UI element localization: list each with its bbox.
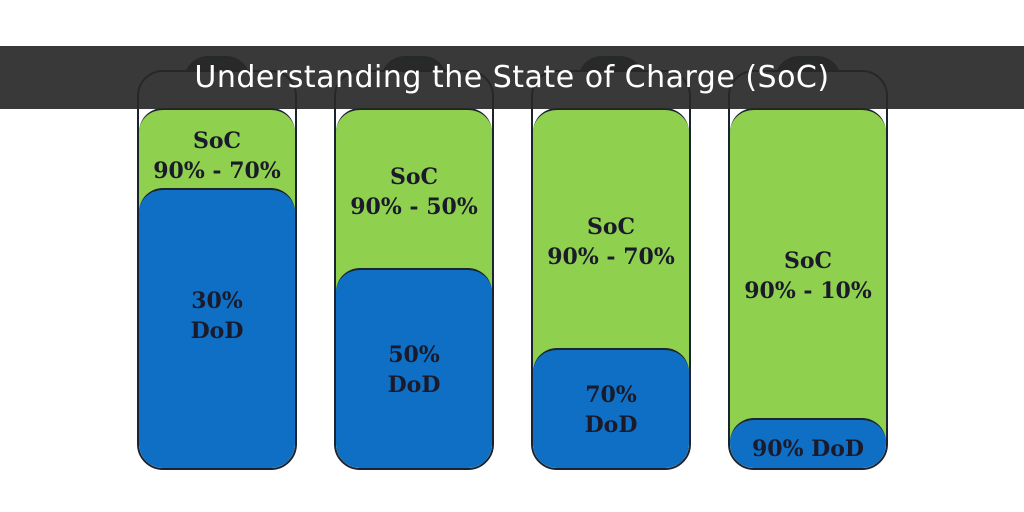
battery-shell: SoC 90% - 70% 70% DoD (531, 70, 691, 470)
page-title: Understanding the State of Charge (SoC) (194, 60, 830, 95)
battery-shell: SoC 90% - 70% 30% DoD (137, 70, 297, 470)
soc-range: 90% - 70% (547, 244, 675, 270)
soc-text: SoC 90% - 70% (533, 212, 689, 272)
soc-fill (730, 108, 886, 468)
dod-fill (139, 188, 295, 468)
battery-2: SoC 90% - 50% 50% DoD (334, 56, 494, 470)
soc-label: SoC (586, 214, 636, 240)
soc-range: 90% - 10% (744, 278, 872, 304)
soc-range: 90% - 70% (153, 158, 281, 184)
dod-fill (730, 418, 886, 468)
dod-label: DoD (190, 318, 244, 344)
soc-range: 90% - 50% (350, 194, 478, 220)
battery-shell: SoC 90% - 10% 90% DoD (728, 70, 888, 470)
battery-3: SoC 90% - 70% 70% DoD (531, 56, 691, 470)
soc-label: SoC (783, 248, 833, 274)
dod-value: 30% (191, 288, 243, 314)
dod-fill (533, 348, 689, 468)
battery-1: SoC 90% - 70% 30% DoD (137, 56, 297, 470)
dod-text: 30% DoD (139, 286, 295, 346)
dod-value: 50% (388, 342, 440, 368)
title-banner: Understanding the State of Charge (SoC) (0, 46, 1024, 109)
soc-label: SoC (192, 128, 242, 154)
dod-text: 90% DoD (730, 434, 886, 464)
battery-4: SoC 90% - 10% 90% DoD (728, 56, 888, 470)
soc-text: SoC 90% - 50% (336, 162, 492, 222)
dod-value: 70% (585, 382, 637, 408)
soc-text: SoC 90% - 70% (139, 126, 295, 186)
dod-fill (336, 268, 492, 468)
soc-text: SoC 90% - 10% (730, 246, 886, 306)
soc-label: SoC (389, 164, 439, 190)
dod-text: 50% DoD (336, 340, 492, 400)
dod-value: 90% DoD (751, 436, 864, 462)
battery-shell: SoC 90% - 50% 50% DoD (334, 70, 494, 470)
dod-label: DoD (387, 372, 441, 398)
dod-label: DoD (584, 412, 638, 438)
dod-text: 70% DoD (533, 380, 689, 440)
